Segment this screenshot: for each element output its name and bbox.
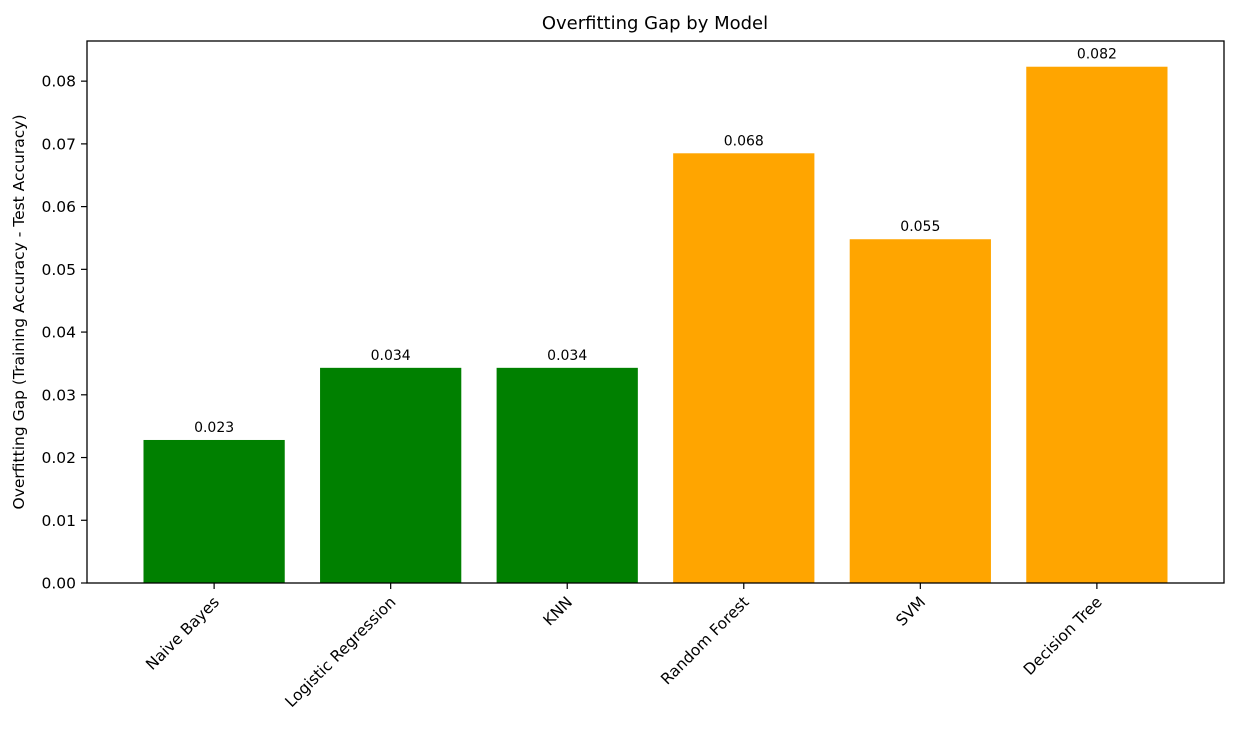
- y-tick-label: 0.08: [41, 73, 76, 91]
- bars-group: [143, 66, 1168, 583]
- bar-decision-tree: [1026, 66, 1168, 583]
- y-tick-label: 0.06: [41, 198, 76, 216]
- y-tick-label: 0.05: [41, 261, 76, 279]
- y-axis: 0.00 0.01 0.02 0.03 0.04 0.05 0.06 0.07 0.08: [41, 73, 87, 593]
- y-tick-label: 0.03: [41, 386, 76, 404]
- bar-knn: [496, 367, 638, 583]
- y-tick-label: 0.04: [41, 324, 76, 342]
- x-axis: Naive Bayes Logistic Regression KNN Random …: [142, 583, 1106, 711]
- value-labels-group: 0.023 0.034 0.034 0.068 0.055 0.082: [194, 47, 1117, 436]
- x-tick-label-svm: SVM: [893, 593, 930, 630]
- plot-frame: [86, 40, 1225, 584]
- bar-naive-bayes: [143, 439, 285, 583]
- chart-title: Overfitting Gap by Model: [542, 13, 768, 34]
- value-label-decision-tree: 0.082: [1077, 47, 1117, 63]
- bar-svm: [849, 239, 991, 583]
- bar-logistic-regression: [320, 367, 462, 583]
- value-label-svm: 0.055: [900, 219, 940, 235]
- x-tick-label-random-forest: Random Forest: [657, 593, 752, 688]
- value-label-random-forest: 0.068: [724, 133, 764, 149]
- y-tick-label: 0.01: [41, 512, 76, 530]
- y-tick-label: 0.07: [41, 135, 76, 153]
- y-axis-label: Overfitting Gap (Training Accuracy - Tes…: [10, 115, 28, 510]
- x-tick-label-logistic-regression: Logistic Regression: [282, 593, 400, 711]
- x-tick-label-decision-tree: Decision Tree: [1020, 593, 1106, 679]
- x-tick-label-knn: KNN: [540, 593, 576, 629]
- y-tick-label: 0.02: [41, 449, 76, 467]
- x-tick-label-naive-bayes: Naive Bayes: [142, 593, 223, 674]
- bar-random-forest: [673, 153, 815, 583]
- y-tick-label: 0.00: [41, 575, 76, 593]
- value-label-knn: 0.034: [547, 348, 587, 364]
- value-label-naive-bayes: 0.023: [194, 420, 234, 436]
- value-label-logistic-regression: 0.034: [371, 348, 411, 364]
